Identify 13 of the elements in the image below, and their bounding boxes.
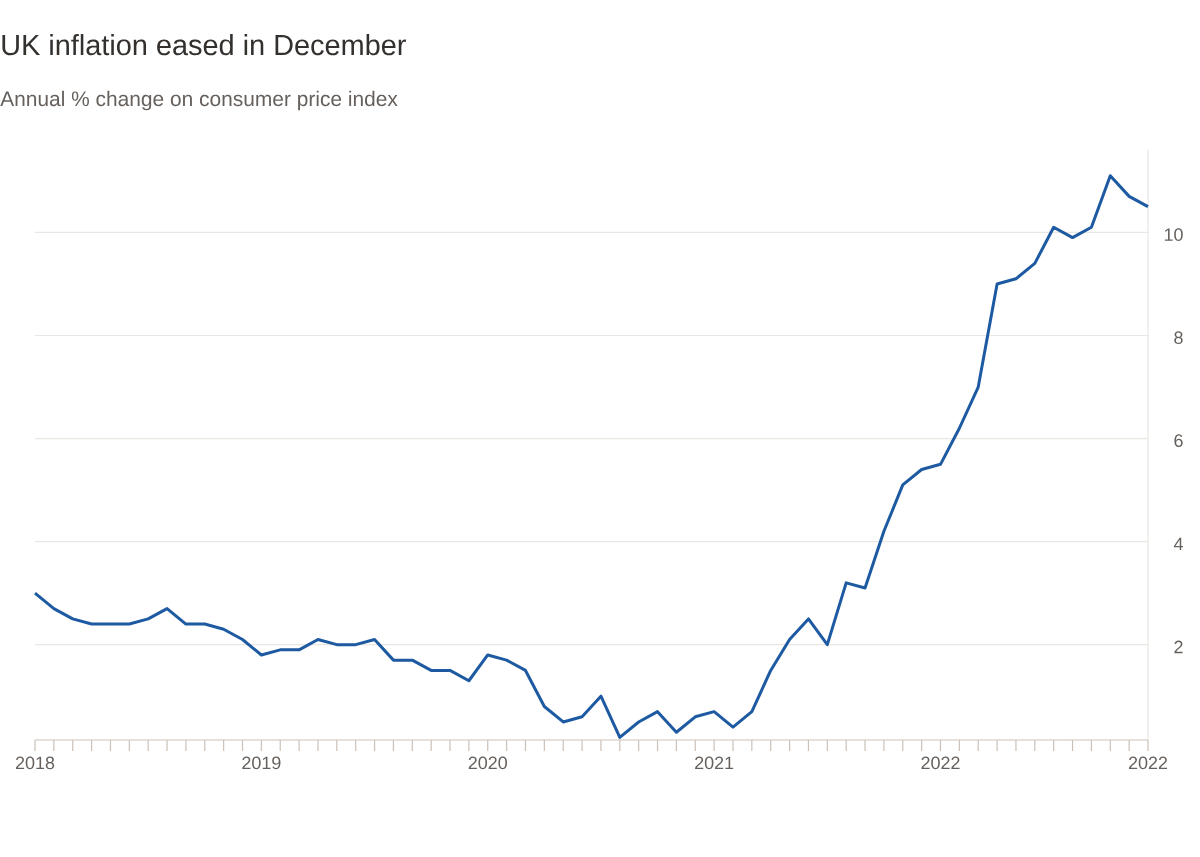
- x-tick-label: 2020: [468, 756, 507, 770]
- x-tick-label: 2019: [242, 756, 281, 770]
- x-tick-label: 2021: [695, 756, 734, 770]
- y-tick-label: 6: [1174, 434, 1183, 448]
- x-tick-label: 2022: [1128, 756, 1168, 770]
- y-tick-label: 8: [1174, 331, 1183, 344]
- chart-title: UK inflation eased in December: [2, 34, 406, 56]
- chart-subtitle: Annual % change on consumer price index: [0, 90, 398, 111]
- y-tick-label: 4: [1173, 537, 1183, 551]
- x-tick-label: 2018: [15, 756, 55, 770]
- y-tick-label: 10: [1164, 228, 1183, 241]
- y-tick-label: 2: [1174, 640, 1183, 654]
- x-tick-label: 2022: [921, 756, 960, 770]
